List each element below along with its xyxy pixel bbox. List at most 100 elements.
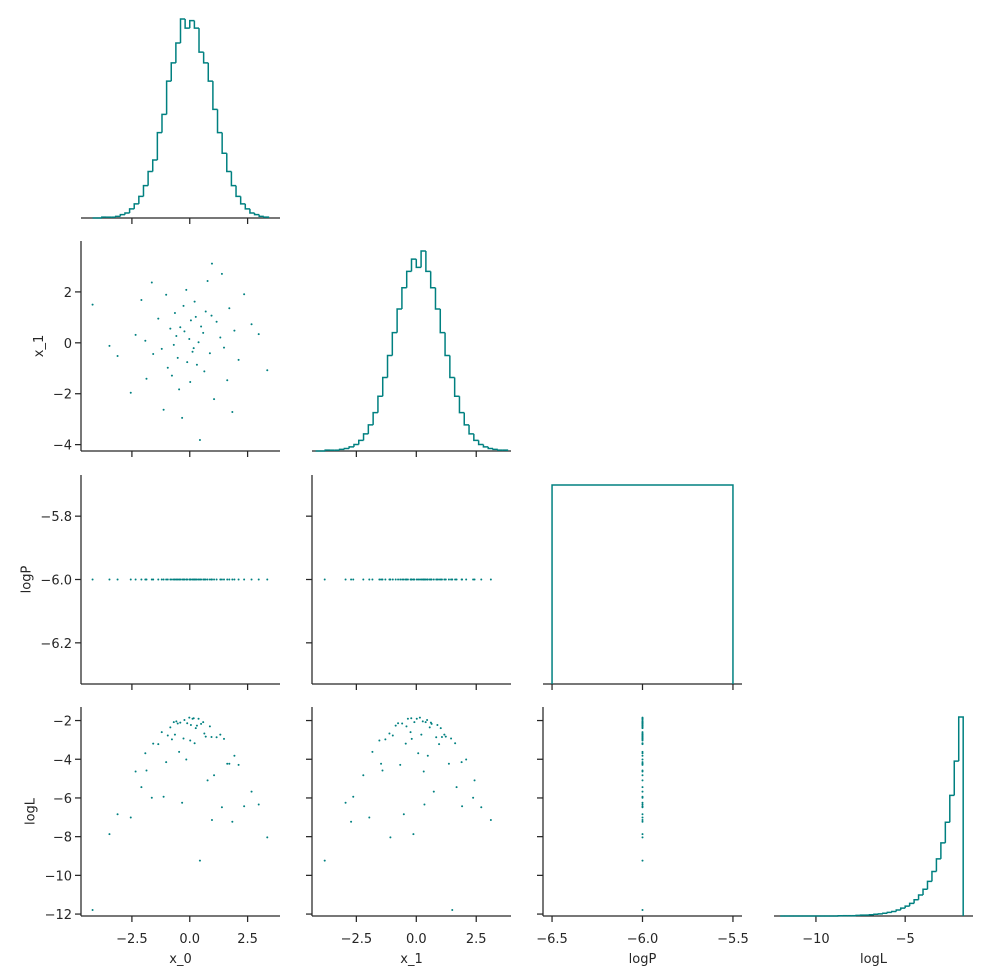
scatter-point xyxy=(116,355,119,358)
scatter-point xyxy=(157,743,160,746)
scatter-point xyxy=(472,578,475,581)
scatter-point xyxy=(401,578,404,581)
scatter-point xyxy=(219,336,222,339)
scatter-point xyxy=(144,339,147,342)
scatter-point xyxy=(186,722,189,725)
scatter-point xyxy=(129,391,132,394)
histogram-step xyxy=(119,213,125,217)
scatter-point xyxy=(189,723,192,726)
histogram-step xyxy=(429,271,436,289)
scatter-point xyxy=(108,833,111,836)
histogram-step xyxy=(425,251,431,273)
histogram-step xyxy=(463,412,470,426)
scatter-point xyxy=(215,320,218,323)
scatter-point xyxy=(641,833,644,836)
scatter-point xyxy=(461,578,464,581)
scatter-point xyxy=(489,578,492,581)
histogram-step xyxy=(324,449,330,451)
scatter-point xyxy=(423,803,426,806)
scatter-point xyxy=(641,733,644,736)
histogram-step xyxy=(873,913,879,915)
scatter-point xyxy=(170,374,173,377)
scatter-point xyxy=(381,769,384,772)
scatter-point xyxy=(210,819,213,822)
histogram-step xyxy=(434,287,441,310)
scatter-point xyxy=(181,578,184,581)
histogram-step xyxy=(358,439,364,445)
scatter-point xyxy=(193,742,196,745)
scatter-point xyxy=(219,733,222,736)
scatter-point xyxy=(91,909,94,912)
scatter-point xyxy=(197,717,200,720)
scatter-point xyxy=(169,578,172,581)
scatter-point xyxy=(410,737,413,740)
scatter-point xyxy=(641,816,644,819)
y-tick-label: −5.8 xyxy=(40,510,72,525)
scatter-point xyxy=(250,790,253,793)
scatter-point xyxy=(91,578,94,581)
scatter-point xyxy=(402,813,405,816)
histogram-step xyxy=(886,911,892,914)
y-tick-label: −4 xyxy=(53,439,72,454)
scatter-point xyxy=(140,299,143,302)
scatter-point xyxy=(641,859,644,862)
scatter-point xyxy=(422,770,425,773)
histogram-step xyxy=(193,20,200,29)
histogram-step xyxy=(386,354,393,378)
scatter-point xyxy=(397,722,400,725)
histogram-step xyxy=(899,907,906,910)
scatter-point xyxy=(134,578,137,581)
scatter-point xyxy=(454,742,457,745)
histogram-step xyxy=(444,332,450,357)
scatter-point xyxy=(108,578,111,581)
scatter-point xyxy=(195,724,198,727)
scatter-point xyxy=(641,731,644,734)
scatter-point xyxy=(181,416,184,419)
histogram-step xyxy=(551,484,734,684)
histogram-step xyxy=(124,212,130,215)
scatter-point xyxy=(210,735,213,738)
scatter-point xyxy=(432,790,435,793)
histogram-step xyxy=(161,113,167,133)
scatter-point xyxy=(150,281,153,284)
histogram-step xyxy=(338,448,345,451)
scatter-point xyxy=(410,578,413,581)
scatter-point xyxy=(641,735,644,738)
scatter-point xyxy=(170,738,173,741)
scatter-point xyxy=(266,836,269,839)
scatter-point xyxy=(219,578,222,581)
histogram-step xyxy=(410,258,417,272)
histogram-step xyxy=(453,377,460,398)
scatter-point xyxy=(162,795,165,798)
scatter-point xyxy=(473,578,476,581)
histogram-step xyxy=(258,214,264,218)
scatter-point xyxy=(257,333,260,336)
x-tick-label: −10 xyxy=(802,932,829,947)
scatter-point xyxy=(213,578,216,581)
scatter-point xyxy=(641,795,644,798)
histogram-step xyxy=(348,446,354,449)
scatter-point xyxy=(200,325,203,328)
scatter-point xyxy=(439,578,442,581)
scatter-point xyxy=(220,578,223,581)
histogram-step xyxy=(904,905,910,909)
scatter-point xyxy=(192,347,195,350)
scatter-point xyxy=(215,578,218,581)
scatter-point xyxy=(641,806,644,809)
histogram-step xyxy=(944,821,950,843)
y-tick-label: 0 xyxy=(64,337,72,352)
histogram-step xyxy=(198,28,204,53)
scatter-point xyxy=(166,734,169,737)
scatter-point xyxy=(226,379,229,382)
histogram-step xyxy=(420,250,426,268)
scatter-point xyxy=(223,737,226,740)
scatter-point xyxy=(175,334,178,337)
scatter-point xyxy=(129,816,132,819)
histogram-step xyxy=(935,858,941,872)
scatter-point xyxy=(243,805,246,808)
scatter-point xyxy=(641,752,644,755)
scatter-point xyxy=(191,350,194,353)
scatter-point xyxy=(429,578,432,581)
histogram-step xyxy=(202,52,209,64)
scatter-point xyxy=(418,578,421,581)
